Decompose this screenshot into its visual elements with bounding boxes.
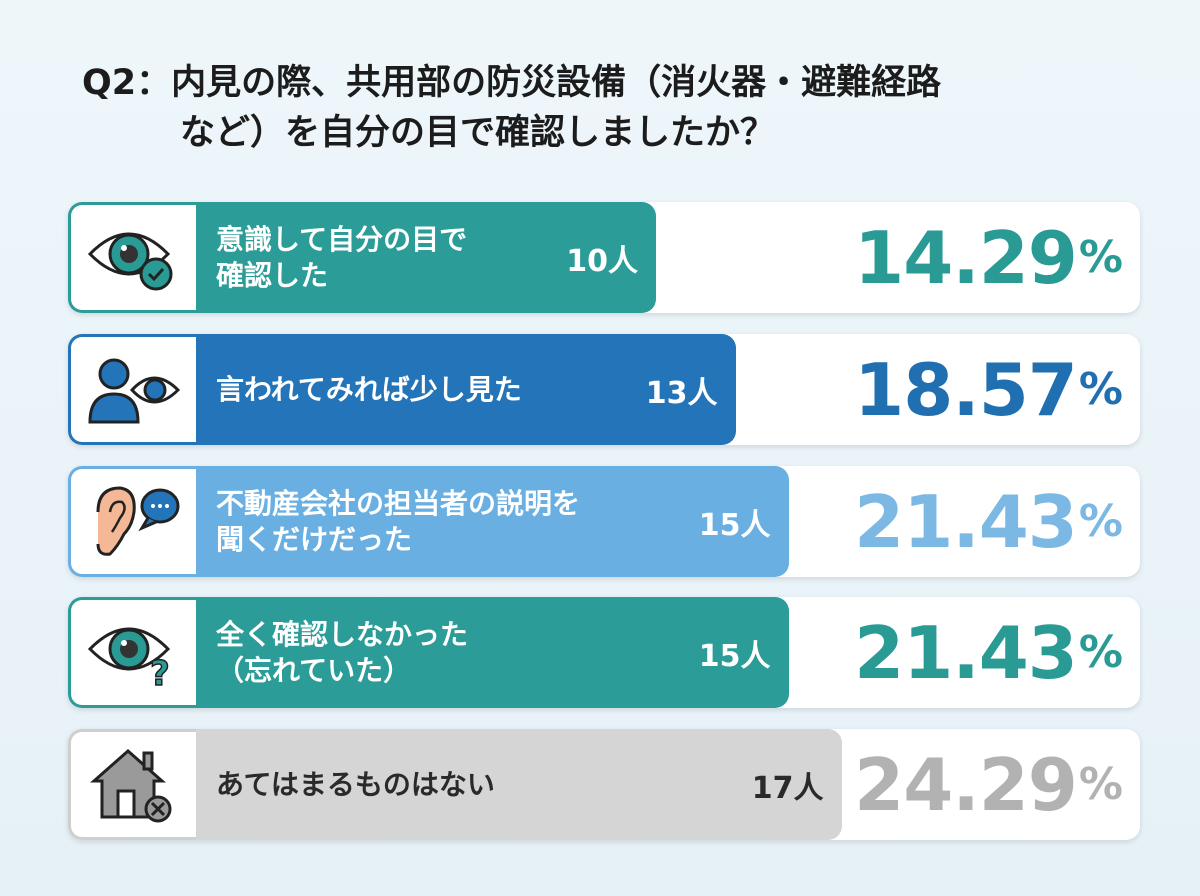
percent-unit: % — [1078, 232, 1123, 283]
label-line-2: （忘れていた） — [216, 653, 412, 687]
percent-label: 21.43% — [854, 597, 1123, 708]
bar-row: 言われてみれば少し見た 13人 18.57% — [68, 334, 1140, 445]
count-label: 15人 — [698, 507, 771, 543]
bar — [196, 597, 789, 708]
percent-value: 18.57 — [854, 347, 1078, 432]
title-line-1: Q2：内見の際、共用部の防災設備（消火器・避難経路 — [82, 63, 942, 103]
percent-value: 24.29 — [854, 742, 1078, 827]
bar-label: 意識して自分の目で 確認した — [216, 202, 467, 313]
bar-row: 意識して自分の目で 確認した 10人 14.29% — [68, 202, 1140, 313]
percent-unit: % — [1078, 496, 1123, 547]
bar — [196, 729, 842, 840]
chart-title: Q2：内見の際、共用部の防災設備（消火器・避難経路 など）を自分の目で確認しまし… — [82, 58, 941, 158]
label-line-1: 意識して自分の目で — [216, 222, 468, 256]
percent-label: 24.29% — [854, 729, 1123, 840]
bar-label: 不動産会社の担当者の説明を 聞くだけだった — [216, 466, 580, 577]
eye-question-icon: ? — [68, 597, 196, 708]
count-label: 13人 — [645, 375, 718, 411]
person-eye-icon — [68, 334, 196, 445]
bar-label: 全く確認しなかった （忘れていた） — [216, 597, 468, 708]
label-line-2: 聞くだけだった — [216, 522, 413, 556]
count-label: 17人 — [751, 770, 824, 806]
percent-value: 14.29 — [854, 215, 1078, 300]
bar-row: ? 全く確認しなかった （忘れていた） 15人 21.43% — [68, 597, 1140, 708]
label-line-1: 言われてみれば少し見た — [216, 372, 522, 406]
percent-label: 18.57% — [854, 334, 1123, 445]
bar — [196, 202, 656, 313]
bar-label: あてはまるものはない — [216, 729, 495, 840]
count-label: 10人 — [566, 243, 638, 279]
percent-label: 21.43% — [854, 466, 1123, 577]
bar-label: 言われてみれば少し見た — [216, 334, 522, 445]
bar-row: あてはまるものはない 17人 24.29% — [68, 729, 1140, 840]
label-line-1: 全く確認しなかった — [216, 617, 469, 651]
label-line-2: 確認した — [216, 258, 329, 292]
bar — [196, 334, 736, 445]
percent-unit: % — [1078, 759, 1123, 810]
percent-label: 14.29% — [854, 202, 1123, 313]
label-line-1: 不動産会社の担当者の説明を — [216, 486, 581, 520]
count-label: 15人 — [698, 638, 771, 674]
ear-speech-icon — [68, 466, 196, 577]
percent-value: 21.43 — [854, 610, 1078, 695]
svg-text:?: ? — [150, 654, 170, 693]
title-line-2: など）を自分の目で確認しましたか？ — [180, 113, 776, 153]
percent-value: 21.43 — [854, 479, 1078, 564]
percent-unit: % — [1078, 627, 1123, 678]
bar-row: 不動産会社の担当者の説明を 聞くだけだった 15人 21.43% — [68, 466, 1140, 577]
bar — [196, 466, 789, 577]
eye-check-icon — [68, 202, 196, 313]
label-line-1: あてはまるものはない — [216, 767, 495, 801]
house-x-icon — [68, 729, 196, 840]
percent-unit: % — [1078, 364, 1123, 415]
